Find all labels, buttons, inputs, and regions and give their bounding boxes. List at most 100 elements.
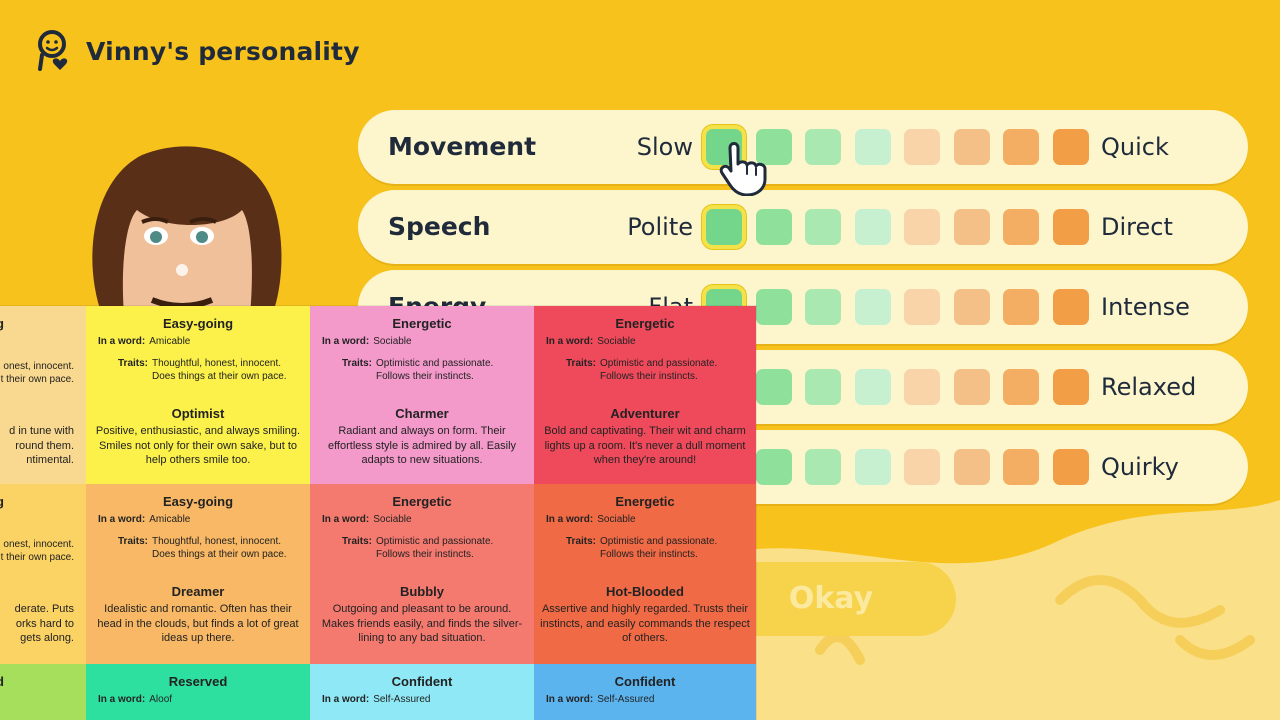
in-a-word-value: Sociable	[597, 336, 636, 347]
tile-description: Radiant and always on form. Their effort…	[327, 425, 517, 466]
tile-in-a-word: In a word: Self-Assured	[322, 694, 430, 705]
personality-chart-overlay: g onest, innocent. t their own pace. d in t…	[0, 306, 756, 720]
slider-cell-7[interactable]	[1003, 369, 1039, 405]
slider-right-label: Quick	[1101, 133, 1169, 161]
tile-in-a-word: In a word: Aloof	[98, 694, 172, 705]
slider-cell-7[interactable]	[1003, 289, 1039, 325]
slider-row-speech: Speech Polite Direct	[358, 190, 1248, 264]
tile-heading: d	[0, 674, 4, 689]
tile-in-a-word: In a word: Amicable	[98, 336, 190, 347]
tile-traits: Traits: Thoughtful, honest, innocent. Does…	[118, 357, 287, 383]
slider-cell-4[interactable]	[854, 129, 891, 165]
traits-line: Thoughtful, honest, innocent.	[152, 536, 281, 547]
traits-value: Thoughtful, honest, innocent. Does things…	[152, 357, 287, 383]
in-a-word-value: Sociable	[597, 514, 636, 525]
in-a-word-label: In a word:	[98, 694, 146, 705]
slider-label: Movement	[388, 132, 537, 161]
slider-cell-7[interactable]	[1003, 129, 1039, 165]
slider-cell-8[interactable]	[1052, 289, 1089, 325]
tile-text-line: onest, innocent.	[3, 539, 74, 550]
slider-cell-3[interactable]	[805, 449, 841, 485]
slider-cell-6[interactable]	[953, 209, 990, 245]
slider-cell-2[interactable]	[755, 209, 792, 245]
slider-cell-6[interactable]	[953, 449, 990, 485]
tile-in-a-word: In a word: Sociable	[546, 336, 636, 347]
slider-cell-2[interactable]	[755, 129, 792, 165]
slider-cell-8[interactable]	[1052, 129, 1089, 165]
slider-cell-2[interactable]	[755, 369, 792, 405]
slider-cell-3[interactable]	[805, 369, 841, 405]
traits-line: Optimistic and passionate.	[600, 536, 718, 547]
slider-cell-1[interactable]	[706, 209, 742, 245]
tile-traits: Traits: Optimistic and passionate. Follows…	[342, 535, 493, 561]
slider-cell-6[interactable]	[953, 289, 990, 325]
hand-pointer-icon	[719, 142, 767, 196]
slider-cell-3[interactable]	[805, 209, 841, 245]
tile-desc-line: orks hard to	[15, 617, 74, 630]
slider-cell-8[interactable]	[1052, 449, 1089, 485]
in-a-word-label: In a word:	[546, 694, 594, 705]
tile-text-line: t their own pace.	[0, 374, 74, 385]
in-a-word-label: In a word:	[98, 514, 146, 525]
slider-cell-3[interactable]	[805, 129, 841, 165]
tile-personality-type: Dreamer	[171, 584, 225, 599]
traits-label: Traits:	[342, 358, 373, 369]
tile-in-a-word: In a word: Amicable	[98, 514, 190, 525]
slider-cell-4[interactable]	[854, 449, 891, 485]
slider-cell-7[interactable]	[1003, 209, 1039, 245]
slider-cell-7[interactable]	[1003, 449, 1039, 485]
traits-label: Traits:	[566, 358, 597, 369]
slider-cell-4[interactable]	[854, 209, 891, 245]
traits-line: Does things at their own pace.	[152, 371, 287, 382]
slider-cell-4[interactable]	[854, 369, 891, 405]
slider-cell-2[interactable]	[755, 449, 792, 485]
tile-description: Assertive and highly regarded. Trusts th…	[540, 603, 750, 644]
mii-avatar	[92, 146, 282, 315]
slider-cell-5[interactable]	[904, 129, 940, 165]
traits-line: Optimistic and passionate.	[600, 358, 718, 369]
page-title: Vinny's personality	[86, 36, 360, 66]
slider-cell-8[interactable]	[1052, 209, 1089, 245]
traits-line: Thoughtful, honest, innocent.	[152, 358, 281, 369]
tile-heading: Confident	[614, 674, 676, 689]
personality-tile: g onest, innocent. t their own pace. d in t…	[0, 306, 86, 484]
tile-heading: g	[0, 316, 4, 331]
personality-tile: d	[0, 664, 86, 720]
tile-desc-line: derate. Puts	[14, 603, 74, 615]
traits-label: Traits:	[342, 536, 373, 547]
tile-traits: Traits: Optimistic and passionate. Follows…	[566, 357, 717, 383]
tile-description: Idealistic and romantic. Often has their…	[97, 603, 299, 644]
slider-cell-6[interactable]	[953, 369, 990, 405]
personality-tile: Easy-going In a word: Amicable Traits: Thoug…	[86, 484, 310, 664]
tile-desc-line: round them.	[15, 439, 74, 452]
traits-line: Does things at their own pace.	[152, 549, 287, 560]
slider-cell-3[interactable]	[805, 289, 841, 325]
slider-cell-5[interactable]	[904, 449, 940, 485]
slider-left-label: Slow	[636, 133, 693, 161]
traits-label: Traits:	[118, 536, 149, 547]
slider-cell-5[interactable]	[904, 209, 940, 245]
personality-tile: Easy-going In a word: Amicable Traits: Thoug…	[86, 306, 310, 484]
in-a-word-value: Amicable	[149, 514, 191, 525]
slider-row-movement: Movement Slow Quick	[358, 110, 1248, 184]
tile-description: Outgoing and pleasant to be around. Make…	[321, 603, 523, 644]
person-heart-icon	[38, 30, 68, 71]
tile-traits: Traits: Thoughtful, honest, innocent. Does…	[118, 535, 287, 561]
slider-right-label: Quirky	[1101, 453, 1179, 481]
tile-description: Bold and captivating. Their wit and char…	[544, 425, 746, 466]
tile-heading: Easy-going	[162, 494, 234, 509]
slider-cell-2[interactable]	[755, 289, 792, 325]
slider-cell-8[interactable]	[1052, 369, 1089, 405]
slider-cell-4[interactable]	[854, 289, 891, 325]
slider-cell-5[interactable]	[904, 369, 940, 405]
tile-description: Positive, enthusiastic, and always smili…	[95, 425, 301, 466]
tile-in-a-word: In a word: Sociable	[322, 336, 412, 347]
in-a-word-label: In a word:	[546, 514, 594, 525]
slider-right-label: Direct	[1101, 213, 1173, 241]
slider-cell-6[interactable]	[953, 129, 990, 165]
slider-cell-5[interactable]	[904, 289, 940, 325]
slider-label: Speech	[388, 212, 491, 241]
personality-tile: Confident In a word: Self-Assured	[310, 664, 534, 720]
in-a-word-label: In a word:	[322, 514, 370, 525]
